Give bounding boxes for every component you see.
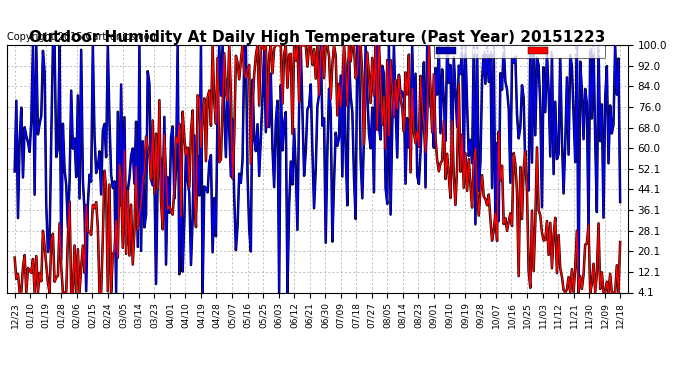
Title: Outdoor Humidity At Daily High Temperature (Past Year) 20151223: Outdoor Humidity At Daily High Temperatu… (29, 30, 606, 45)
Legend: Humidity (%), Temp  (°F): Humidity (%), Temp (°F) (433, 45, 604, 58)
Text: Copyright 2015 Cartronics.com: Copyright 2015 Cartronics.com (7, 32, 159, 42)
